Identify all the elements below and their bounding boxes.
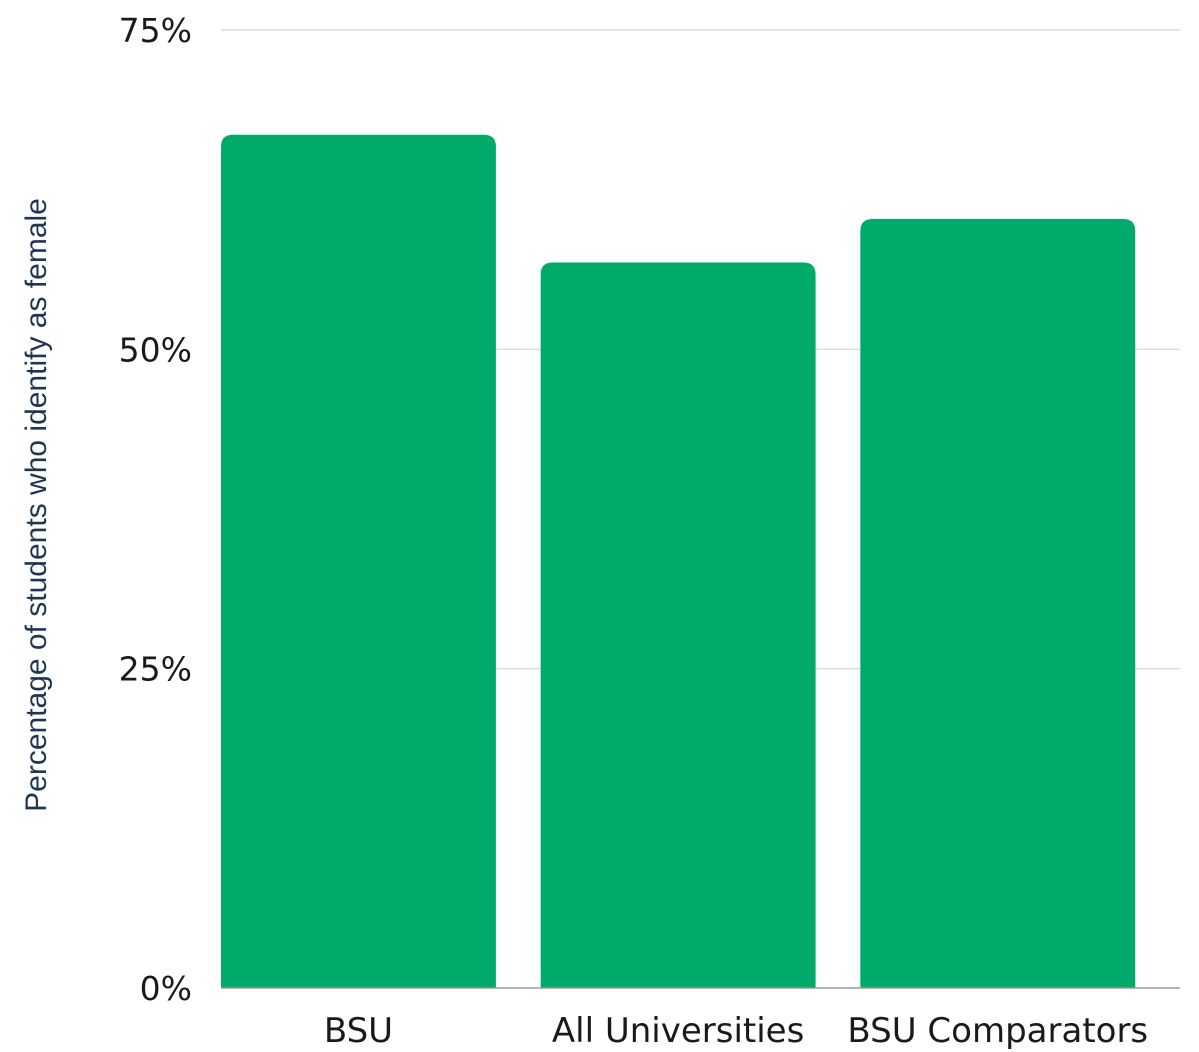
bar-bsu (221, 134, 496, 988)
y-tick-label: 25% (119, 650, 192, 689)
x-tick-label: All Universities (552, 1011, 804, 1051)
y-tick-labels: 0% 25% 50% 75% (119, 11, 192, 1008)
y-tick-label: 0% (140, 969, 192, 1008)
y-axis-title: Percentage of students who identify as f… (20, 198, 53, 812)
x-tick-labels: BSU All Universities BSU Comparators (324, 1011, 1148, 1051)
y-tick-label: 50% (119, 330, 192, 369)
x-tick-label: BSU Comparators (847, 1011, 1148, 1051)
x-tick-label: BSU (324, 1011, 393, 1051)
bar-all-universities (540, 262, 816, 988)
bar-bsu-comparators (860, 219, 1136, 988)
y-tick-label: 75% (119, 11, 192, 50)
bars (221, 134, 1136, 988)
